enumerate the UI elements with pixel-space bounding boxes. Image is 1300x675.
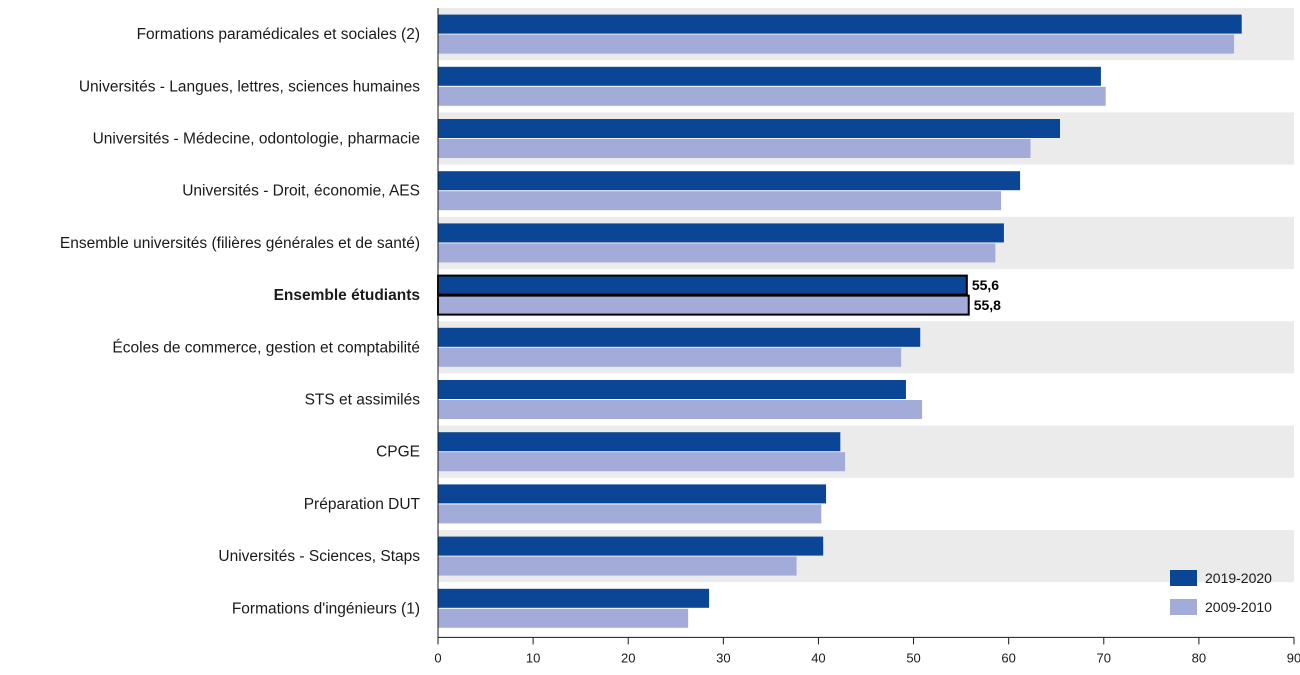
- bar-2019-2020-1: [438, 66, 1101, 86]
- bar-2019-2020-6: [438, 327, 921, 347]
- data-labels: 55,6 55,8: [972, 277, 1001, 313]
- category-label: Universités - Sciences, Staps: [218, 548, 420, 565]
- x-tick-label: 40: [811, 650, 825, 665]
- category-label: STS et assimilés: [305, 392, 421, 409]
- category-label: Écoles de commerce, gestion et comptabil…: [112, 339, 420, 356]
- x-tick-label: 70: [1097, 650, 1111, 665]
- x-tick-label: 50: [906, 650, 920, 665]
- category-label: Universités - Langues, lettres, sciences…: [79, 78, 420, 95]
- category-label: Universités - Droit, économie, AES: [182, 183, 420, 200]
- bar-2019-2020-4: [438, 223, 1004, 243]
- x-tick-label: 0: [434, 650, 441, 665]
- bar-2009-2010-10: [438, 556, 797, 576]
- bar-2019-2020-7: [438, 380, 906, 399]
- data-label: 55,6: [972, 277, 999, 293]
- category-label: Formations d'ingénieurs (1): [232, 600, 420, 617]
- bar-2019-2020-0: [438, 14, 1242, 34]
- bar-2009-2010-6: [438, 347, 902, 367]
- bar-2009-2010-9: [438, 504, 822, 524]
- x-tick-label: 90: [1287, 650, 1300, 665]
- legend-label: 2019-2020: [1205, 570, 1272, 586]
- category-label: Formations paramédicales et sociales (2): [137, 26, 420, 43]
- bar-2009-2010-7: [438, 400, 923, 419]
- category-labels: Formations paramédicales et sociales (2)…: [60, 26, 421, 617]
- legend-label: 2009-2010: [1205, 599, 1272, 615]
- bar-2019-2020-3: [438, 171, 1021, 191]
- x-tick-label: 80: [1192, 650, 1206, 665]
- bar-2019-2020-2: [438, 119, 1061, 138]
- bar-2019-2020-9: [438, 484, 827, 504]
- bar-2009-2010-1: [438, 86, 1106, 106]
- category-label: Ensemble universités (filières générales…: [60, 235, 420, 252]
- category-label: Ensemble étudiants: [274, 287, 420, 304]
- category-label: CPGE: [376, 444, 420, 461]
- x-tick-label: 30: [716, 650, 730, 665]
- data-label: 55,8: [974, 297, 1001, 313]
- bar-2019-2020-11: [438, 588, 710, 608]
- x-tick-label: 10: [526, 650, 540, 665]
- bar-2019-2020-5: [437, 274, 968, 296]
- bar-2009-2010-8: [438, 452, 846, 472]
- bar-2009-2010-4: [438, 243, 996, 263]
- bar-2019-2020-8: [438, 432, 841, 452]
- category-label: Préparation DUT: [304, 496, 421, 513]
- bar-2009-2010-3: [438, 191, 1002, 211]
- bar-2009-2010-5: [437, 294, 970, 316]
- x-axis: 0 10 20 30 40 50 60 70 80 90: [434, 8, 1300, 665]
- bars: [437, 14, 1242, 628]
- category-label: Universités - Médecine, odontologie, pha…: [93, 131, 420, 148]
- legend: 2019-2020 2009-2010: [1170, 570, 1272, 615]
- x-tick-label: 20: [621, 650, 635, 665]
- x-tick-label: 60: [1001, 650, 1015, 665]
- bar-2009-2010-2: [438, 139, 1031, 158]
- legend-swatch: [1170, 570, 1197, 586]
- bar-2009-2010-0: [438, 34, 1235, 54]
- bar-2009-2010-11: [438, 608, 689, 628]
- bar-2019-2020-10: [438, 536, 824, 556]
- legend-swatch: [1170, 599, 1197, 615]
